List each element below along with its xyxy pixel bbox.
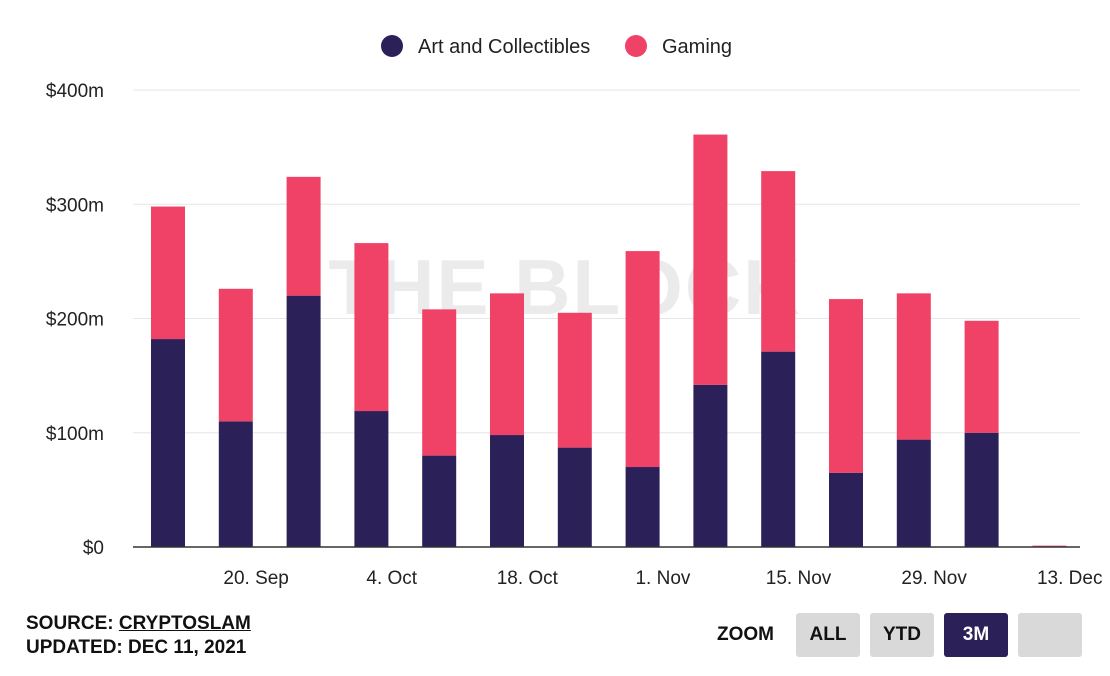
bar-gaming[interactable] [557, 312, 592, 448]
legend-item-gaming[interactable]: Gaming [625, 35, 732, 58]
legend-dot-gaming [625, 35, 647, 57]
bar-art-collectibles[interactable] [625, 467, 660, 547]
bar-gaming[interactable] [218, 288, 253, 422]
x-tick-label: 1. Nov [635, 568, 690, 589]
y-tick-label: $100m [46, 424, 104, 445]
bar-art-collectibles[interactable] [829, 472, 863, 547]
bar-art-collectibles[interactable] [557, 447, 592, 547]
y-axis-ticks: $0 $100m $200m $300m $400m [46, 81, 104, 559]
bar-gaming[interactable] [964, 320, 999, 433]
bar-gaming[interactable] [761, 171, 796, 352]
bar-art-collectibles[interactable] [286, 295, 321, 547]
legend-dot-art [381, 35, 403, 57]
bar-art-collectibles[interactable] [151, 339, 185, 547]
bar-art-collectibles[interactable] [693, 384, 728, 547]
updated-line: UPDATED: DEC 11, 2021 [26, 637, 247, 658]
bar-gaming[interactable] [151, 206, 185, 340]
bar-art-collectibles[interactable] [761, 351, 796, 547]
bar-gaming[interactable] [625, 251, 660, 468]
zoom-ytd-button[interactable]: YTD [870, 613, 934, 657]
x-tick-label: 4. Oct [366, 568, 417, 589]
bars [151, 134, 1067, 547]
x-tick-label: 15. Nov [766, 568, 832, 589]
bar-gaming[interactable] [490, 293, 524, 436]
bar-art-collectibles[interactable] [964, 432, 999, 547]
bar-gaming[interactable] [896, 293, 931, 440]
bar-gaming[interactable] [829, 299, 863, 473]
bar-art-collectibles[interactable] [354, 411, 389, 547]
legend-item-art[interactable]: Art and Collectibles [381, 35, 590, 58]
bar-gaming[interactable] [1032, 545, 1067, 547]
bar-art-collectibles[interactable] [422, 455, 457, 547]
bar-gaming[interactable] [286, 176, 321, 296]
zoom-label: ZOOM [717, 624, 774, 645]
y-tick-label: $300m [46, 195, 104, 216]
zoom-all-button[interactable]: ALL [796, 613, 860, 657]
bar-art-collectibles[interactable] [218, 421, 253, 547]
footer-info: SOURCE: CRYPTOSLAM UPDATED: DEC 11, 2021 [26, 612, 251, 660]
bar-gaming[interactable] [693, 134, 728, 385]
y-tick-label: $200m [46, 310, 104, 331]
bar-art-collectibles[interactable] [490, 435, 524, 547]
zoom-blank-button[interactable] [1018, 613, 1082, 657]
source-link[interactable]: CRYPTOSLAM [118, 613, 251, 634]
source-line: SOURCE: CRYPTOSLAM [26, 612, 251, 636]
bar-art-collectibles[interactable] [896, 439, 931, 547]
bar-gaming[interactable] [354, 243, 389, 412]
x-tick-label: 29. Nov [901, 568, 967, 589]
x-tick-label: 13. Dec [1037, 568, 1102, 589]
stacked-bar-chart: THE BLOCK $0$100m$200m$300m$400m 20. Sep… [46, 35, 1102, 589]
y-tick-label: $0 [83, 538, 104, 559]
x-axis-ticks: 20. Sep 4. Oct 18. Oct 1. Nov 15. Nov 29. Nov… [223, 568, 1102, 589]
source-prefix: SOURCE: [26, 613, 119, 634]
legend-label-art: Art and Collectibles [418, 36, 590, 58]
legend: Art and Collectibles Gaming [381, 35, 732, 58]
y-tick-label: $400m [46, 81, 104, 102]
bar-gaming[interactable] [422, 309, 457, 456]
legend-label-gaming: Gaming [662, 36, 732, 58]
x-tick-label: 18. Oct [497, 568, 559, 589]
x-tick-label: 20. Sep [223, 568, 289, 589]
zoom-3m-button[interactable]: 3M [944, 613, 1008, 657]
zoom-controls: ZOOM ALL YTD 3M [717, 613, 1082, 657]
